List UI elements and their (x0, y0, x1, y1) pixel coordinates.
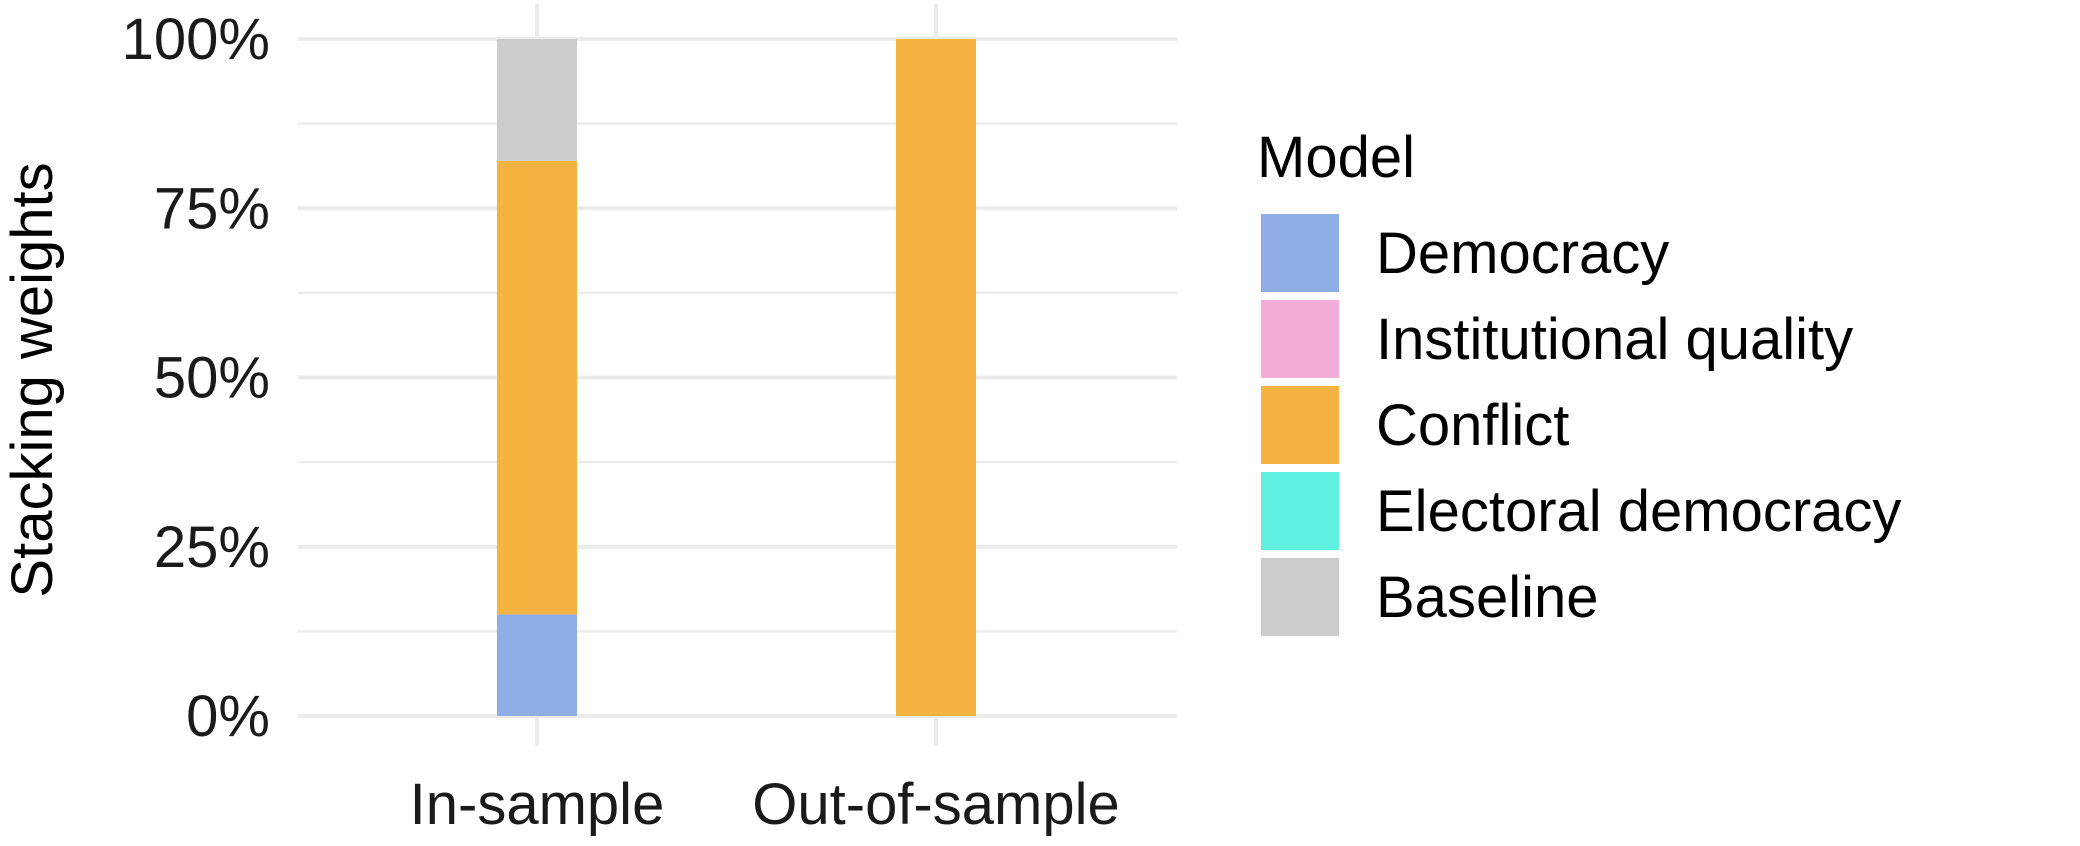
legend-label: Electoral democracy (1376, 479, 1901, 544)
y-axis-ticks: 0% 25% 50% 75% 100% (122, 7, 270, 749)
legend-key-institutional-quality (1261, 300, 1339, 378)
x-tick-label: Out-of-sample (752, 772, 1119, 837)
bar-segment-conflict (497, 160, 577, 615)
legend-title: Model (1257, 125, 1415, 190)
bars (497, 39, 976, 716)
legend-key-democracy (1261, 214, 1339, 292)
y-tick-label: 50% (154, 346, 270, 411)
legend-key-baseline (1261, 558, 1339, 636)
legend-key-electoral-democracy (1261, 472, 1339, 550)
legend-label: Conflict (1376, 393, 1569, 458)
x-axis-ticks: In-sample Out-of-sample (410, 772, 1120, 837)
y-tick-label: 0% (186, 684, 270, 749)
legend-key-conflict (1261, 386, 1339, 464)
bar-segment-baseline (497, 39, 577, 161)
bar-segment-conflict (896, 39, 976, 716)
y-tick-label: 100% (122, 7, 270, 72)
y-tick-label: 25% (154, 515, 270, 580)
legend-label: Democracy (1376, 221, 1669, 286)
bar-segment-democracy (497, 614, 577, 716)
y-axis-title: Stacking weights (0, 162, 65, 597)
legend-label: Baseline (1376, 565, 1598, 630)
y-tick-label: 75% (154, 176, 270, 241)
x-tick-label: In-sample (410, 772, 665, 837)
grid-lines (298, 4, 1177, 746)
legend-label: Institutional quality (1376, 307, 1853, 372)
legend: Model Democracy Institutional quality Conf… (1257, 125, 1901, 636)
